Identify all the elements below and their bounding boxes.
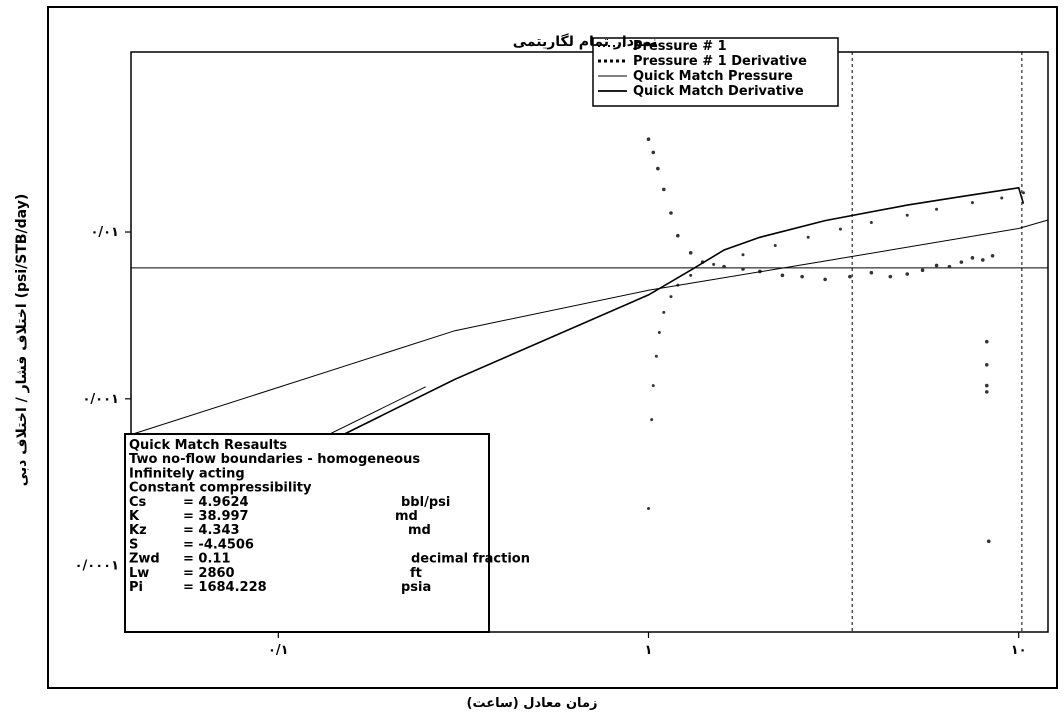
data-point-derivative bbox=[984, 339, 989, 344]
data-point-pressure bbox=[712, 262, 716, 266]
legend-label: Pressure # 1 bbox=[633, 39, 727, 54]
series-group bbox=[130, 137, 1049, 544]
data-point-pressure bbox=[935, 207, 939, 211]
x-tick-label: ۱ bbox=[645, 643, 653, 658]
results-param-name: Kz bbox=[129, 523, 147, 538]
data-point-derivative bbox=[656, 166, 660, 171]
data-point-derivative bbox=[981, 258, 985, 262]
y-tick-label: ۰/۰۰۰۱ bbox=[75, 559, 119, 574]
data-point-derivative bbox=[848, 274, 852, 279]
y-tick-label: ۰/۰۰۱ bbox=[83, 392, 120, 407]
results-param-unit: psia bbox=[401, 580, 431, 595]
results-line: Constant compressibility bbox=[129, 481, 312, 496]
data-point-derivative bbox=[646, 137, 651, 142]
x-axis-label: زمان معادل (ساعت) bbox=[466, 696, 598, 711]
data-point-derivative bbox=[741, 267, 745, 271]
data-point-derivative bbox=[959, 260, 964, 264]
results-param-name: Zwd bbox=[129, 552, 160, 567]
data-point-derivative bbox=[984, 383, 989, 388]
results-box bbox=[124, 433, 490, 633]
data-point-pressure bbox=[838, 227, 842, 231]
quick-match-pressure-line bbox=[130, 219, 1049, 436]
results-param-unit: ft bbox=[410, 566, 422, 581]
data-point-pressure bbox=[654, 354, 658, 358]
results-param-value: = 4.9624 bbox=[183, 495, 249, 510]
data-point-pressure bbox=[662, 310, 666, 314]
data-point-pressure bbox=[970, 201, 974, 205]
results-param-value: = 0.11 bbox=[183, 552, 231, 567]
results-param-value: = 2860 bbox=[183, 566, 235, 581]
data-point-derivative bbox=[984, 390, 989, 394]
plot-area bbox=[130, 51, 1049, 633]
data-point-pressure bbox=[869, 221, 873, 225]
x-tick-label: ۱۰ bbox=[1011, 643, 1027, 658]
data-point-pressure bbox=[741, 253, 745, 257]
legend-label: Quick Match Pressure bbox=[633, 69, 793, 84]
data-point-pressure bbox=[651, 384, 655, 388]
results-param-value: = 38.997 bbox=[183, 509, 249, 524]
data-point-pressure bbox=[1021, 191, 1025, 195]
results-param-name: Lw bbox=[129, 566, 149, 581]
data-point-derivative bbox=[823, 277, 827, 282]
results-param-name: Cs bbox=[129, 495, 147, 510]
data-point-derivative bbox=[676, 233, 680, 238]
data-point-derivative bbox=[934, 263, 939, 268]
data-point-pressure bbox=[657, 330, 661, 334]
results-param-name: Pi bbox=[129, 580, 143, 595]
results-param-unit: bbl/psi bbox=[401, 495, 450, 510]
results-param-value: = -4.4506 bbox=[183, 537, 254, 552]
data-point-derivative bbox=[669, 211, 673, 215]
y-tick-label: ۰/۰۱ bbox=[90, 225, 119, 240]
axes-group: ۰/۱ ۱ ۱۰ ۰/۰۱ ۰/۰۰۱ ۰/۰۰۰۱ bbox=[75, 51, 1049, 658]
data-point-derivative bbox=[990, 254, 995, 258]
data-point-derivative bbox=[986, 539, 991, 544]
results-param-name: K bbox=[129, 509, 140, 524]
data-point-pressure bbox=[806, 235, 810, 239]
data-point-pressure bbox=[689, 273, 693, 277]
results-param-value: = 4.343 bbox=[183, 523, 240, 538]
results-line: Infinitely acting bbox=[129, 466, 245, 481]
results-param-unit: decimal fraction bbox=[411, 552, 530, 567]
results-param-unit: md bbox=[408, 523, 431, 538]
results-param-value: = 1684.228 bbox=[183, 580, 267, 595]
legend-label: Quick Match Derivative bbox=[633, 84, 804, 99]
x-tick-label: ۰/۱ bbox=[268, 643, 289, 658]
quick-match-derivative-line bbox=[130, 186, 1025, 528]
data-point-derivative bbox=[947, 264, 952, 269]
data-point-derivative bbox=[920, 268, 925, 273]
chart-title: نمودار تمام لگاریتمی bbox=[513, 33, 658, 50]
data-point-pressure bbox=[1000, 196, 1004, 200]
data-point-pressure bbox=[905, 213, 909, 217]
chart-frame bbox=[47, 6, 1058, 689]
data-point-derivative bbox=[905, 272, 910, 276]
results-param-unit: md bbox=[395, 509, 418, 524]
data-point-pressure bbox=[650, 418, 654, 422]
data-point-derivative bbox=[722, 264, 726, 269]
data-point-derivative bbox=[869, 270, 874, 275]
legend-label: Pressure # 1 Derivative bbox=[633, 54, 807, 69]
data-point-derivative bbox=[984, 362, 989, 367]
data-point-derivative bbox=[800, 274, 804, 279]
data-point-derivative bbox=[780, 273, 785, 278]
data-point-pressure bbox=[669, 295, 673, 299]
results-title: Quick Match Resaults bbox=[129, 438, 287, 453]
data-point-derivative bbox=[888, 274, 893, 279]
data-point-derivative bbox=[970, 256, 975, 260]
results-param-name: S bbox=[129, 537, 138, 552]
legend-box bbox=[592, 37, 839, 107]
results-line: Two no-flow boundaries - homogeneous bbox=[129, 452, 420, 467]
data-point-pressure bbox=[773, 244, 777, 248]
data-point-derivative bbox=[688, 251, 693, 255]
data-point-derivative bbox=[651, 150, 656, 155]
data-point-derivative bbox=[662, 187, 666, 192]
data-point-pressure bbox=[647, 507, 651, 511]
